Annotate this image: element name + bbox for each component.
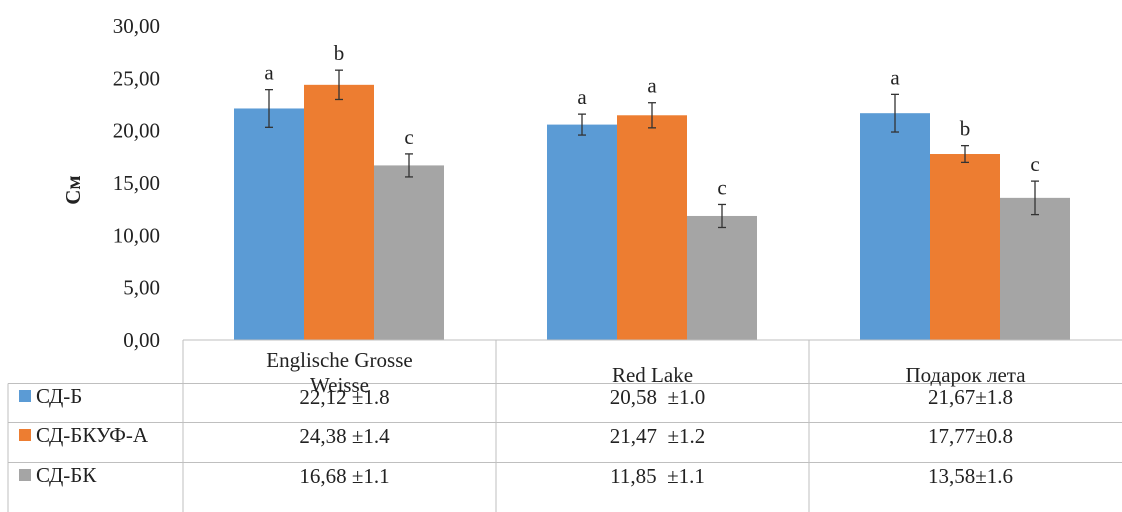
table-cell: 21,47 ±1.2: [610, 424, 706, 448]
category-label: Weisse: [310, 373, 369, 397]
table-cell: 21,67±1.8: [928, 385, 1013, 409]
y-tick-label: 0,00: [123, 328, 160, 352]
category-label: Red Lake: [612, 363, 693, 387]
bar: [930, 154, 1000, 340]
bar: [234, 108, 304, 341]
y-tick-label: 15,00: [113, 171, 160, 195]
legend-swatch: [19, 390, 31, 402]
significance-letter: b: [960, 117, 971, 141]
y-tick-label: 20,00: [113, 119, 160, 143]
significance-letter: c: [1030, 152, 1039, 176]
bar: [1000, 197, 1070, 340]
bar: [304, 84, 374, 341]
y-tick-label: 30,00: [113, 14, 160, 38]
significance-letter: a: [577, 85, 587, 109]
category-label: Englische Grosse: [266, 348, 412, 372]
table-cell: 20,58 ±1.0: [610, 385, 706, 409]
y-tick-label: 5,00: [123, 276, 160, 300]
table-cell: 22,12 ±1.8: [299, 385, 389, 409]
legend-swatch: [19, 429, 31, 441]
table-cell: 16,68 ±1.1: [299, 464, 389, 488]
significance-letter: b: [334, 41, 345, 65]
bar: [374, 165, 444, 340]
legend-swatch: [19, 469, 31, 481]
significance-letter: a: [890, 65, 900, 89]
legend-label: СД-Б: [36, 384, 82, 408]
bar: [617, 115, 687, 340]
legend-label: СД-БК: [36, 463, 97, 487]
legend-label: СД-БКУФ-А: [36, 423, 149, 447]
category-label: Подарок лета: [905, 363, 1026, 387]
table-cell: 13,58±1.6: [928, 464, 1013, 488]
y-axis-label: См: [61, 175, 85, 204]
table-cell: 17,77±0.8: [928, 424, 1013, 448]
table-cell: 11,85 ±1.1: [610, 464, 705, 488]
significance-letter: c: [717, 175, 726, 199]
y-tick-label: 10,00: [113, 223, 160, 247]
bar: [687, 215, 757, 340]
bar: [547, 124, 617, 340]
bar: [860, 113, 930, 340]
significance-letter: a: [647, 74, 657, 98]
significance-letter: c: [404, 125, 413, 149]
table-cell: 24,38 ±1.4: [299, 424, 390, 448]
y-tick-label: 25,00: [113, 66, 160, 90]
significance-letter: a: [264, 61, 274, 85]
